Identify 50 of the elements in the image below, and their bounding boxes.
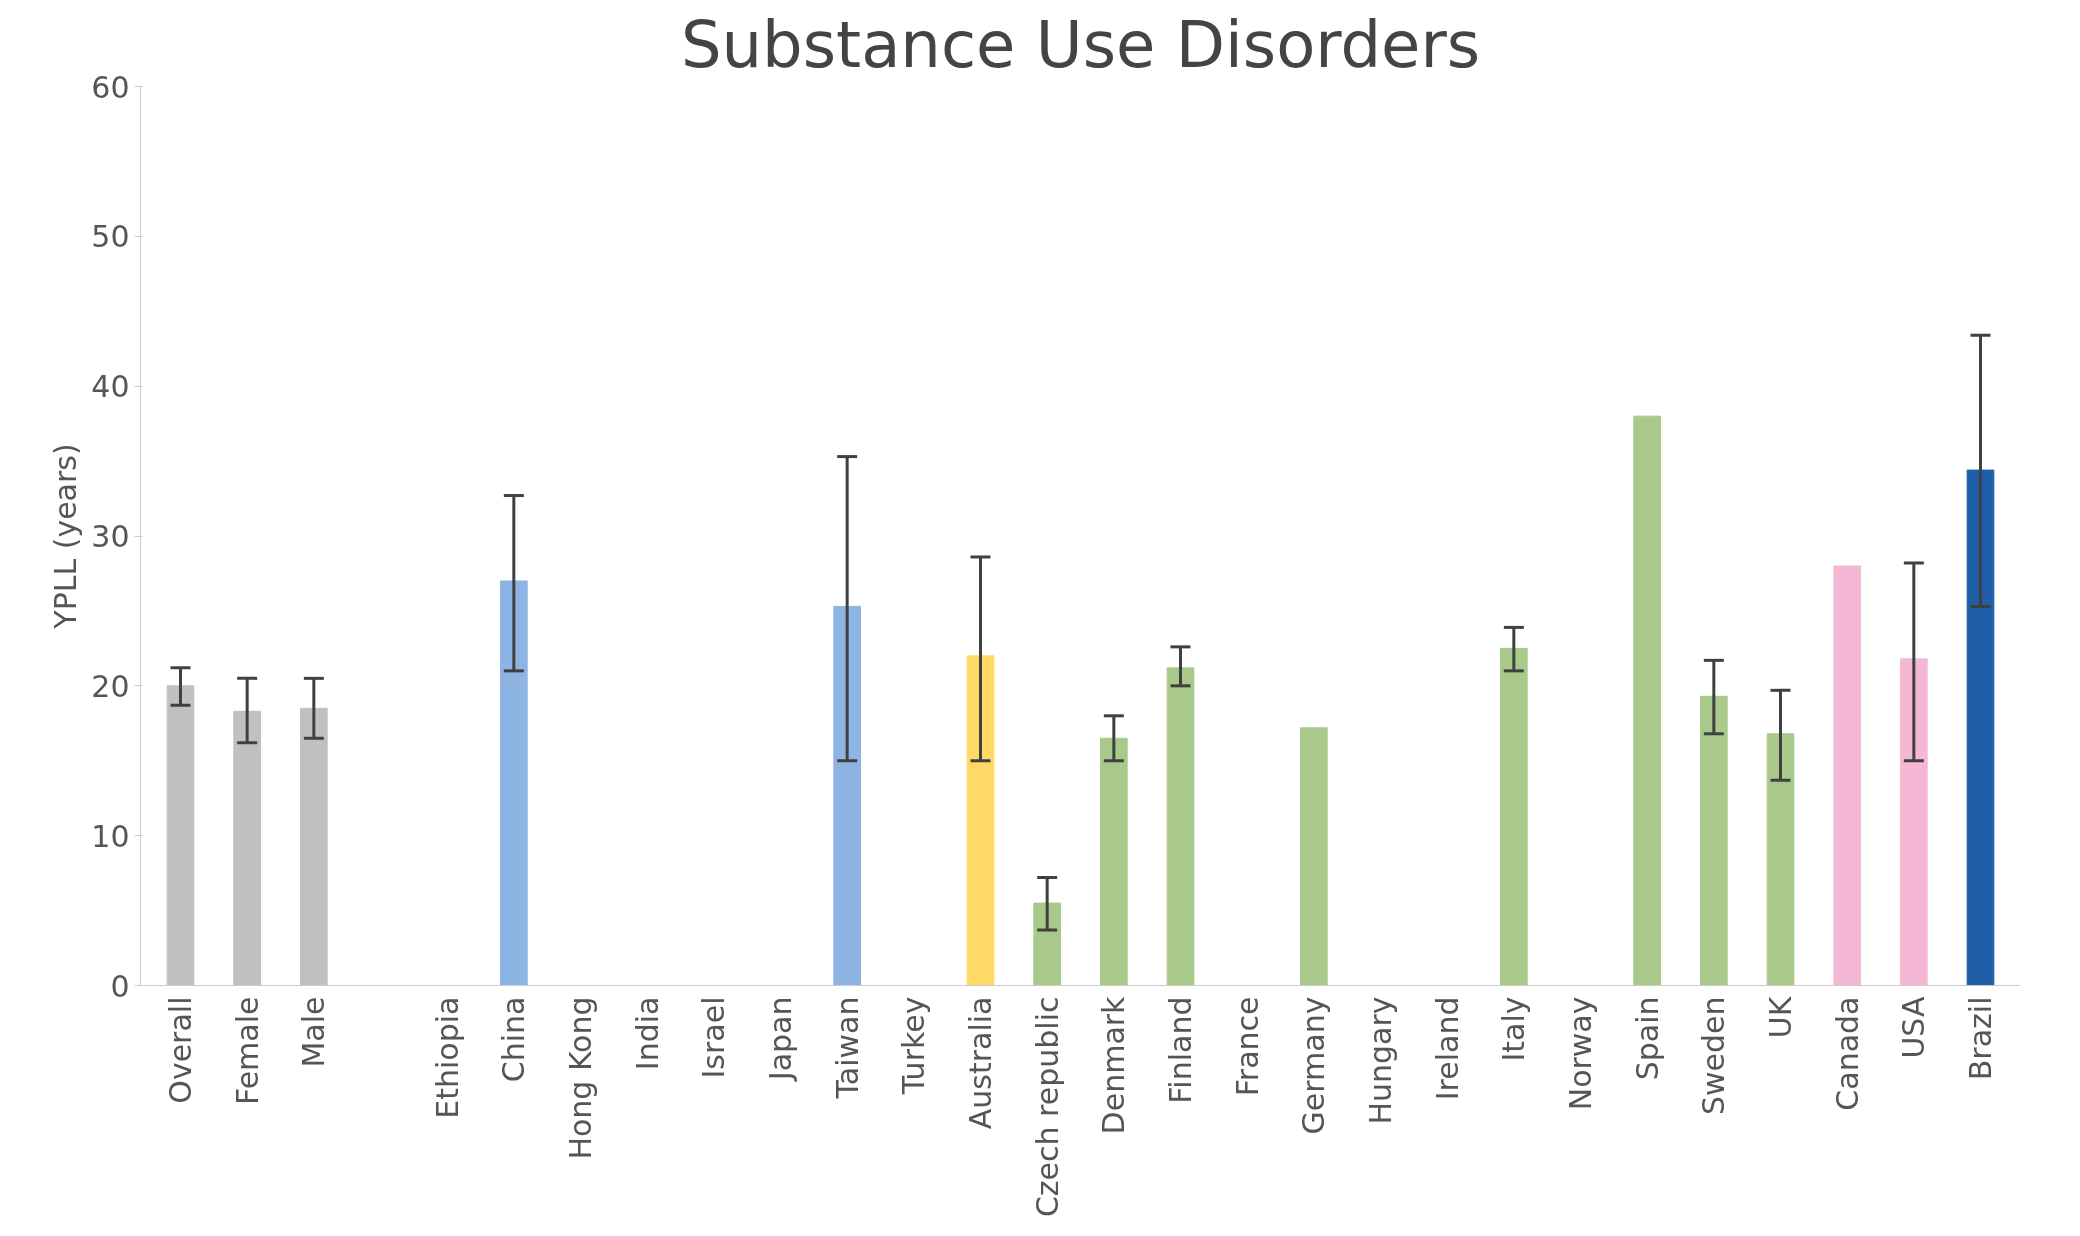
x-tick-label: Norway — [1563, 996, 1598, 1111]
bar — [1633, 415, 1661, 986]
x-tick-label: Turkey — [896, 996, 932, 1096]
bar — [1100, 737, 1128, 986]
x-tick-label: Brazil — [1963, 996, 1998, 1081]
x-tick-label: Denmark — [1096, 995, 1132, 1135]
y-tick-label: 30 — [91, 519, 130, 554]
x-tick-label: Spain — [1629, 996, 1665, 1081]
x-tick-label: Hong Kong — [563, 996, 598, 1160]
y-tick-label: 20 — [91, 668, 130, 704]
y-tick-label: 0 — [110, 968, 130, 1004]
x-tick-label: Finland — [1163, 996, 1198, 1104]
bar — [1166, 667, 1195, 986]
bar — [1900, 658, 1928, 986]
x-tick-label: Ireland — [1429, 996, 1465, 1101]
x-tick-label: Male — [296, 996, 332, 1068]
chart-title: Substance Use Disorders — [680, 7, 1481, 82]
x-tick-label: France — [1229, 996, 1265, 1097]
x-tick-label: Overall — [163, 996, 198, 1104]
x-tick-label: China — [496, 996, 532, 1083]
bar — [1766, 733, 1795, 986]
y-tick-label: 60 — [91, 69, 130, 105]
x-tick-label: Czech republic — [1029, 996, 1065, 1218]
y-tick-label: 10 — [91, 818, 130, 854]
x-tick-label: Germany — [1296, 996, 1332, 1135]
x-tick-label: Female — [229, 996, 265, 1105]
y-tick-label: 50 — [91, 219, 130, 255]
bar — [500, 580, 528, 986]
bar — [833, 605, 861, 986]
x-tick-label: USA — [1896, 996, 1932, 1059]
bar — [1500, 647, 1528, 986]
bar — [1833, 565, 1861, 986]
x-tick-label: Hungary — [1363, 996, 1398, 1125]
y-tick-label: 40 — [91, 369, 130, 405]
y-axis-title: YPLL (years) — [48, 443, 84, 630]
x-tick-label: Canada — [1829, 996, 1865, 1111]
x-tick-label: Italy — [1496, 996, 1532, 1062]
x-tick-label: Taiwan — [829, 996, 865, 1100]
x-tick-label: Israel — [696, 996, 732, 1079]
x-tick-label: India — [629, 996, 665, 1071]
x-tick-label: UK — [1763, 995, 1798, 1039]
bar — [1966, 469, 1995, 986]
x-tick-label: Japan — [763, 996, 798, 1083]
x-tick-label: Sweden — [1696, 996, 1732, 1116]
bar — [966, 655, 995, 986]
x-tick-label: Australia — [963, 996, 998, 1130]
x-tick-label: Ethiopia — [429, 996, 465, 1119]
bar — [1300, 727, 1328, 986]
bar — [1700, 695, 1728, 986]
bar — [1033, 902, 1061, 986]
